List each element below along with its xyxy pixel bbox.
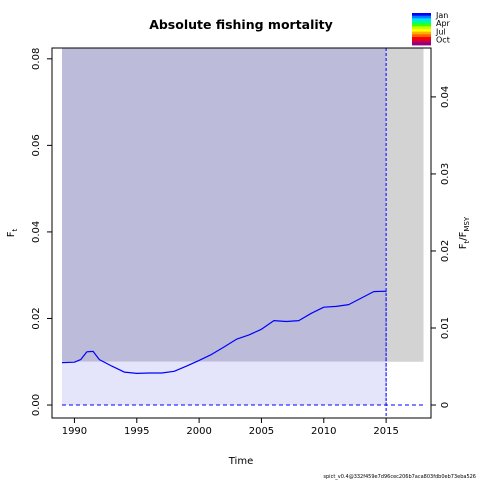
y2-label-sep: /F xyxy=(458,231,469,240)
y2-tick-label-0: 0 xyxy=(440,402,451,408)
y-label-main: F xyxy=(6,231,17,237)
y-label-sub: t xyxy=(11,228,19,231)
y2-tick-label-1: 0.01 xyxy=(440,317,451,339)
y-tick-label-0: 0.00 xyxy=(31,394,42,416)
y-axis: 0.00 0.02 0.04 0.06 0.08 xyxy=(31,48,52,416)
legend-swatch-3 xyxy=(412,21,431,25)
legend-swatch-8 xyxy=(412,34,431,38)
y-tick-label-1: 0.02 xyxy=(31,307,42,329)
y2-label-sub2: MSY xyxy=(463,216,471,231)
svg-text:Ft: Ft xyxy=(6,228,19,237)
y-axis-label: Ft xyxy=(6,228,19,237)
x-tick-label-2015: 2015 xyxy=(373,426,398,437)
footer-version: spict_v0.4@332f459e7d96cec206b7aca803fdb… xyxy=(323,474,476,480)
y2-axis-label: Ft/FMSY xyxy=(458,216,471,249)
legend-swatch-11 xyxy=(412,42,431,46)
y-tick-label-4: 0.08 xyxy=(31,48,42,70)
legend-swatch-2 xyxy=(412,18,431,22)
y2-tick-label-3: 0.03 xyxy=(440,163,451,185)
legend-swatch-10 xyxy=(412,39,431,43)
legend-swatch-0 xyxy=(412,13,431,17)
chart-title: Absolute fishing mortality xyxy=(149,17,333,32)
series-layer xyxy=(61,48,424,418)
x-tick-label-1990: 1990 xyxy=(62,426,87,437)
y2-tick-label-2: 0.02 xyxy=(440,240,451,262)
plot-regions xyxy=(61,48,424,406)
x-tick-label-2005: 2005 xyxy=(249,426,274,437)
y-tick-label-3: 0.06 xyxy=(31,134,42,156)
plot-frame xyxy=(51,47,432,419)
prediction-region xyxy=(386,48,424,362)
x-tick-label-2000: 2000 xyxy=(186,426,211,437)
x-axis-label: Time xyxy=(228,456,253,467)
series-line-0 xyxy=(61,290,387,374)
legend-label-apr: Apr xyxy=(436,19,451,28)
upper-region xyxy=(61,48,387,362)
legend-swatch-6 xyxy=(412,29,431,33)
legend-swatch-1 xyxy=(412,15,431,19)
y-tick-label-2: 0.04 xyxy=(31,221,42,243)
y2-tick-label-4: 0.04 xyxy=(440,86,451,108)
legend-label-oct: Oct xyxy=(436,36,450,45)
y2-axis: 0 0.01 0.02 0.03 0.04 xyxy=(431,86,451,408)
x-tick-label-1995: 1995 xyxy=(124,426,149,437)
legend-swatch-9 xyxy=(412,37,431,41)
legend-swatch-5 xyxy=(412,26,431,30)
x-tick-label-2010: 2010 xyxy=(311,426,336,437)
legend-swatch-7 xyxy=(412,31,431,35)
legend-swatch-4 xyxy=(412,23,431,27)
y2-label-main: F xyxy=(458,243,469,249)
x-axis: 1990 1995 2000 2005 2010 2015 xyxy=(62,418,399,437)
svg-text:Ft/FMSY: Ft/FMSY xyxy=(458,216,471,249)
lower-region xyxy=(61,361,387,406)
legend-label-jul: Jul xyxy=(435,27,446,36)
legend-label-jan: Jan xyxy=(435,11,448,20)
y2-label-sub: t xyxy=(463,240,471,243)
